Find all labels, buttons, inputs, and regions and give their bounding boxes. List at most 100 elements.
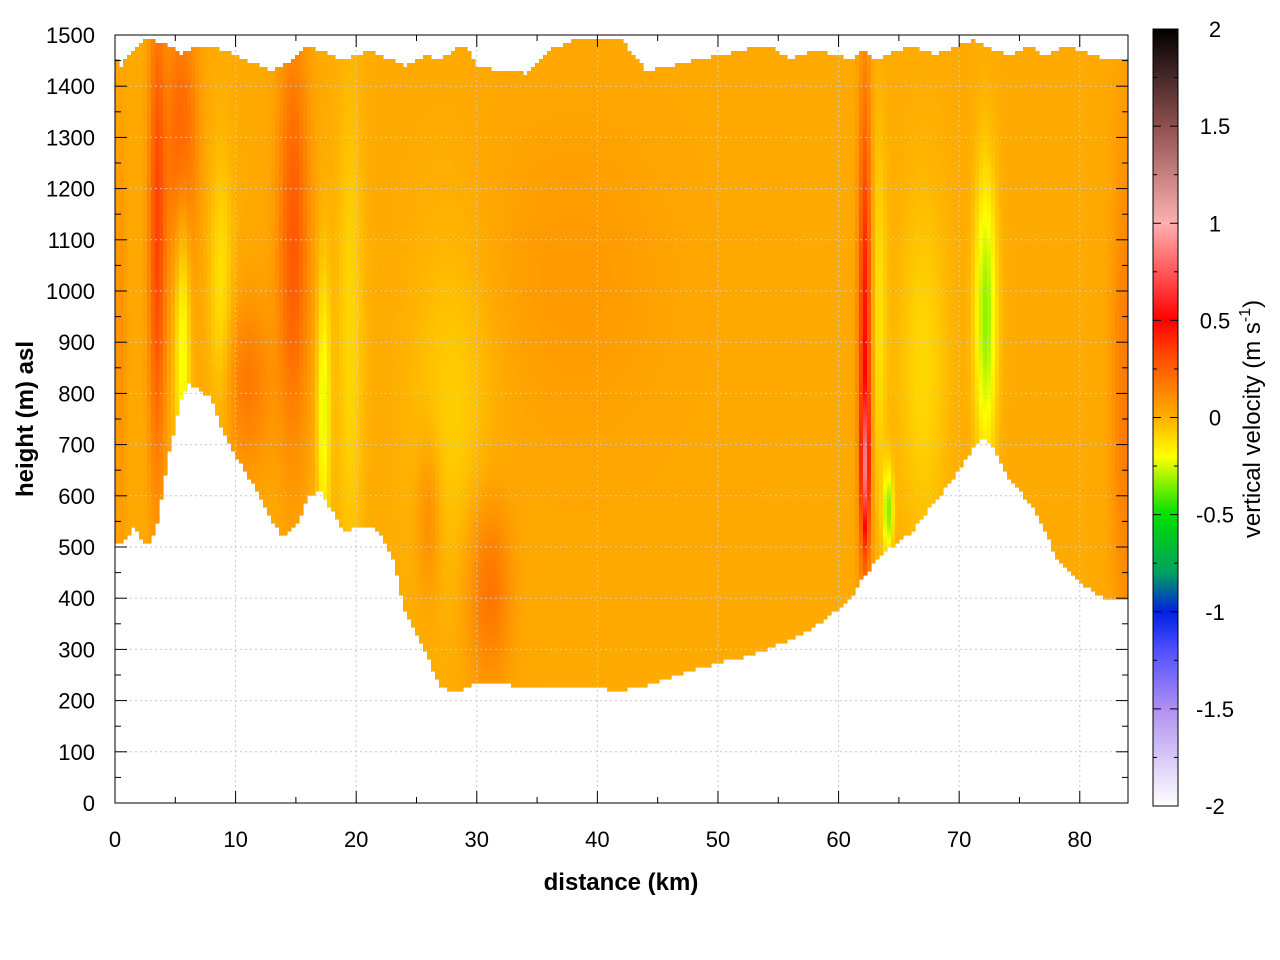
field-cell xyxy=(127,327,132,332)
field-cell xyxy=(119,91,124,96)
field-cell xyxy=(127,519,132,524)
field-cell xyxy=(143,207,148,212)
field-cell xyxy=(127,523,132,528)
field-cell xyxy=(131,319,136,324)
field-cell xyxy=(151,119,156,124)
field-cell xyxy=(147,223,152,228)
field-cell xyxy=(139,507,144,512)
field-cell xyxy=(143,111,148,116)
field-cell xyxy=(135,67,140,72)
field-cell xyxy=(131,419,136,424)
field-cell xyxy=(155,215,160,220)
field-cell xyxy=(151,311,156,316)
field-cell xyxy=(151,219,156,224)
field-cell xyxy=(115,183,120,188)
field-cell xyxy=(119,531,124,536)
field-cell xyxy=(147,91,152,96)
field-cell xyxy=(127,531,132,536)
field-cell xyxy=(151,179,156,184)
field-cell xyxy=(123,463,128,468)
field-cell xyxy=(151,203,156,208)
field-cell xyxy=(155,443,160,448)
field-cell xyxy=(135,291,140,296)
field-cell xyxy=(135,235,140,240)
field-cell xyxy=(135,47,140,52)
field-cell xyxy=(147,215,152,220)
field-cell xyxy=(127,159,132,164)
field-cell xyxy=(127,59,132,64)
field-cell xyxy=(135,411,140,416)
field-cell xyxy=(115,487,120,492)
field-cell xyxy=(127,123,132,128)
field-cell xyxy=(139,71,144,76)
field-cell xyxy=(127,115,132,120)
field-cell xyxy=(127,95,132,100)
field-cell xyxy=(127,267,132,272)
field-cell xyxy=(155,203,160,208)
field-cell xyxy=(155,403,160,408)
field-cell xyxy=(115,307,120,312)
field-cell xyxy=(123,367,128,372)
field-cell xyxy=(135,471,140,476)
field-cell xyxy=(115,331,120,336)
field-cell xyxy=(123,395,128,400)
field-cell xyxy=(139,439,144,444)
field-cell xyxy=(127,107,132,112)
field-cell xyxy=(151,475,156,480)
field-cell xyxy=(131,283,136,288)
field-cell xyxy=(131,207,136,212)
field-cell xyxy=(135,155,140,160)
field-cell xyxy=(155,339,160,344)
field-cell xyxy=(143,283,148,288)
field-cell xyxy=(127,303,132,308)
field-cell xyxy=(139,59,144,64)
field-cell xyxy=(151,347,156,352)
field-cell xyxy=(131,171,136,176)
field-cell xyxy=(139,335,144,340)
field-cell xyxy=(119,399,124,404)
field-cell xyxy=(135,163,140,168)
field-cell xyxy=(147,111,152,116)
field-cell xyxy=(135,151,140,156)
field-cell xyxy=(127,407,132,412)
field-cell xyxy=(135,431,140,436)
field-cell xyxy=(151,155,156,160)
field-cell xyxy=(139,143,144,148)
field-cell xyxy=(139,339,144,344)
field-cell xyxy=(139,119,144,124)
field-cell xyxy=(131,383,136,388)
field-cell xyxy=(143,175,148,180)
field-cell xyxy=(127,367,132,372)
field-cell xyxy=(147,447,152,452)
field-cell xyxy=(131,363,136,368)
field-cell xyxy=(147,119,152,124)
field-cell xyxy=(123,87,128,92)
field-cell xyxy=(119,471,124,476)
field-cell xyxy=(131,247,136,252)
field-cell xyxy=(135,263,140,268)
field-cell xyxy=(131,95,136,100)
field-cell xyxy=(147,59,152,64)
field-cell xyxy=(127,211,132,216)
field-cell xyxy=(143,479,148,484)
field-cell xyxy=(123,379,128,384)
field-cell xyxy=(115,499,120,504)
field-cell xyxy=(127,383,132,388)
field-cell xyxy=(151,503,156,508)
field-cell xyxy=(147,423,152,428)
field-cell xyxy=(115,359,120,364)
field-cell xyxy=(123,435,128,440)
field-cell xyxy=(119,363,124,368)
field-cell xyxy=(123,363,128,368)
field-cell xyxy=(115,115,120,120)
field-cell xyxy=(155,83,160,88)
field-cell xyxy=(127,75,132,80)
field-cell xyxy=(155,219,160,224)
field-cell xyxy=(131,447,136,452)
field-cell xyxy=(135,55,140,60)
field-cell xyxy=(127,479,132,484)
field-cell xyxy=(147,499,152,504)
field-cell xyxy=(135,379,140,384)
field-cell xyxy=(123,335,128,340)
field-cell xyxy=(115,151,120,156)
